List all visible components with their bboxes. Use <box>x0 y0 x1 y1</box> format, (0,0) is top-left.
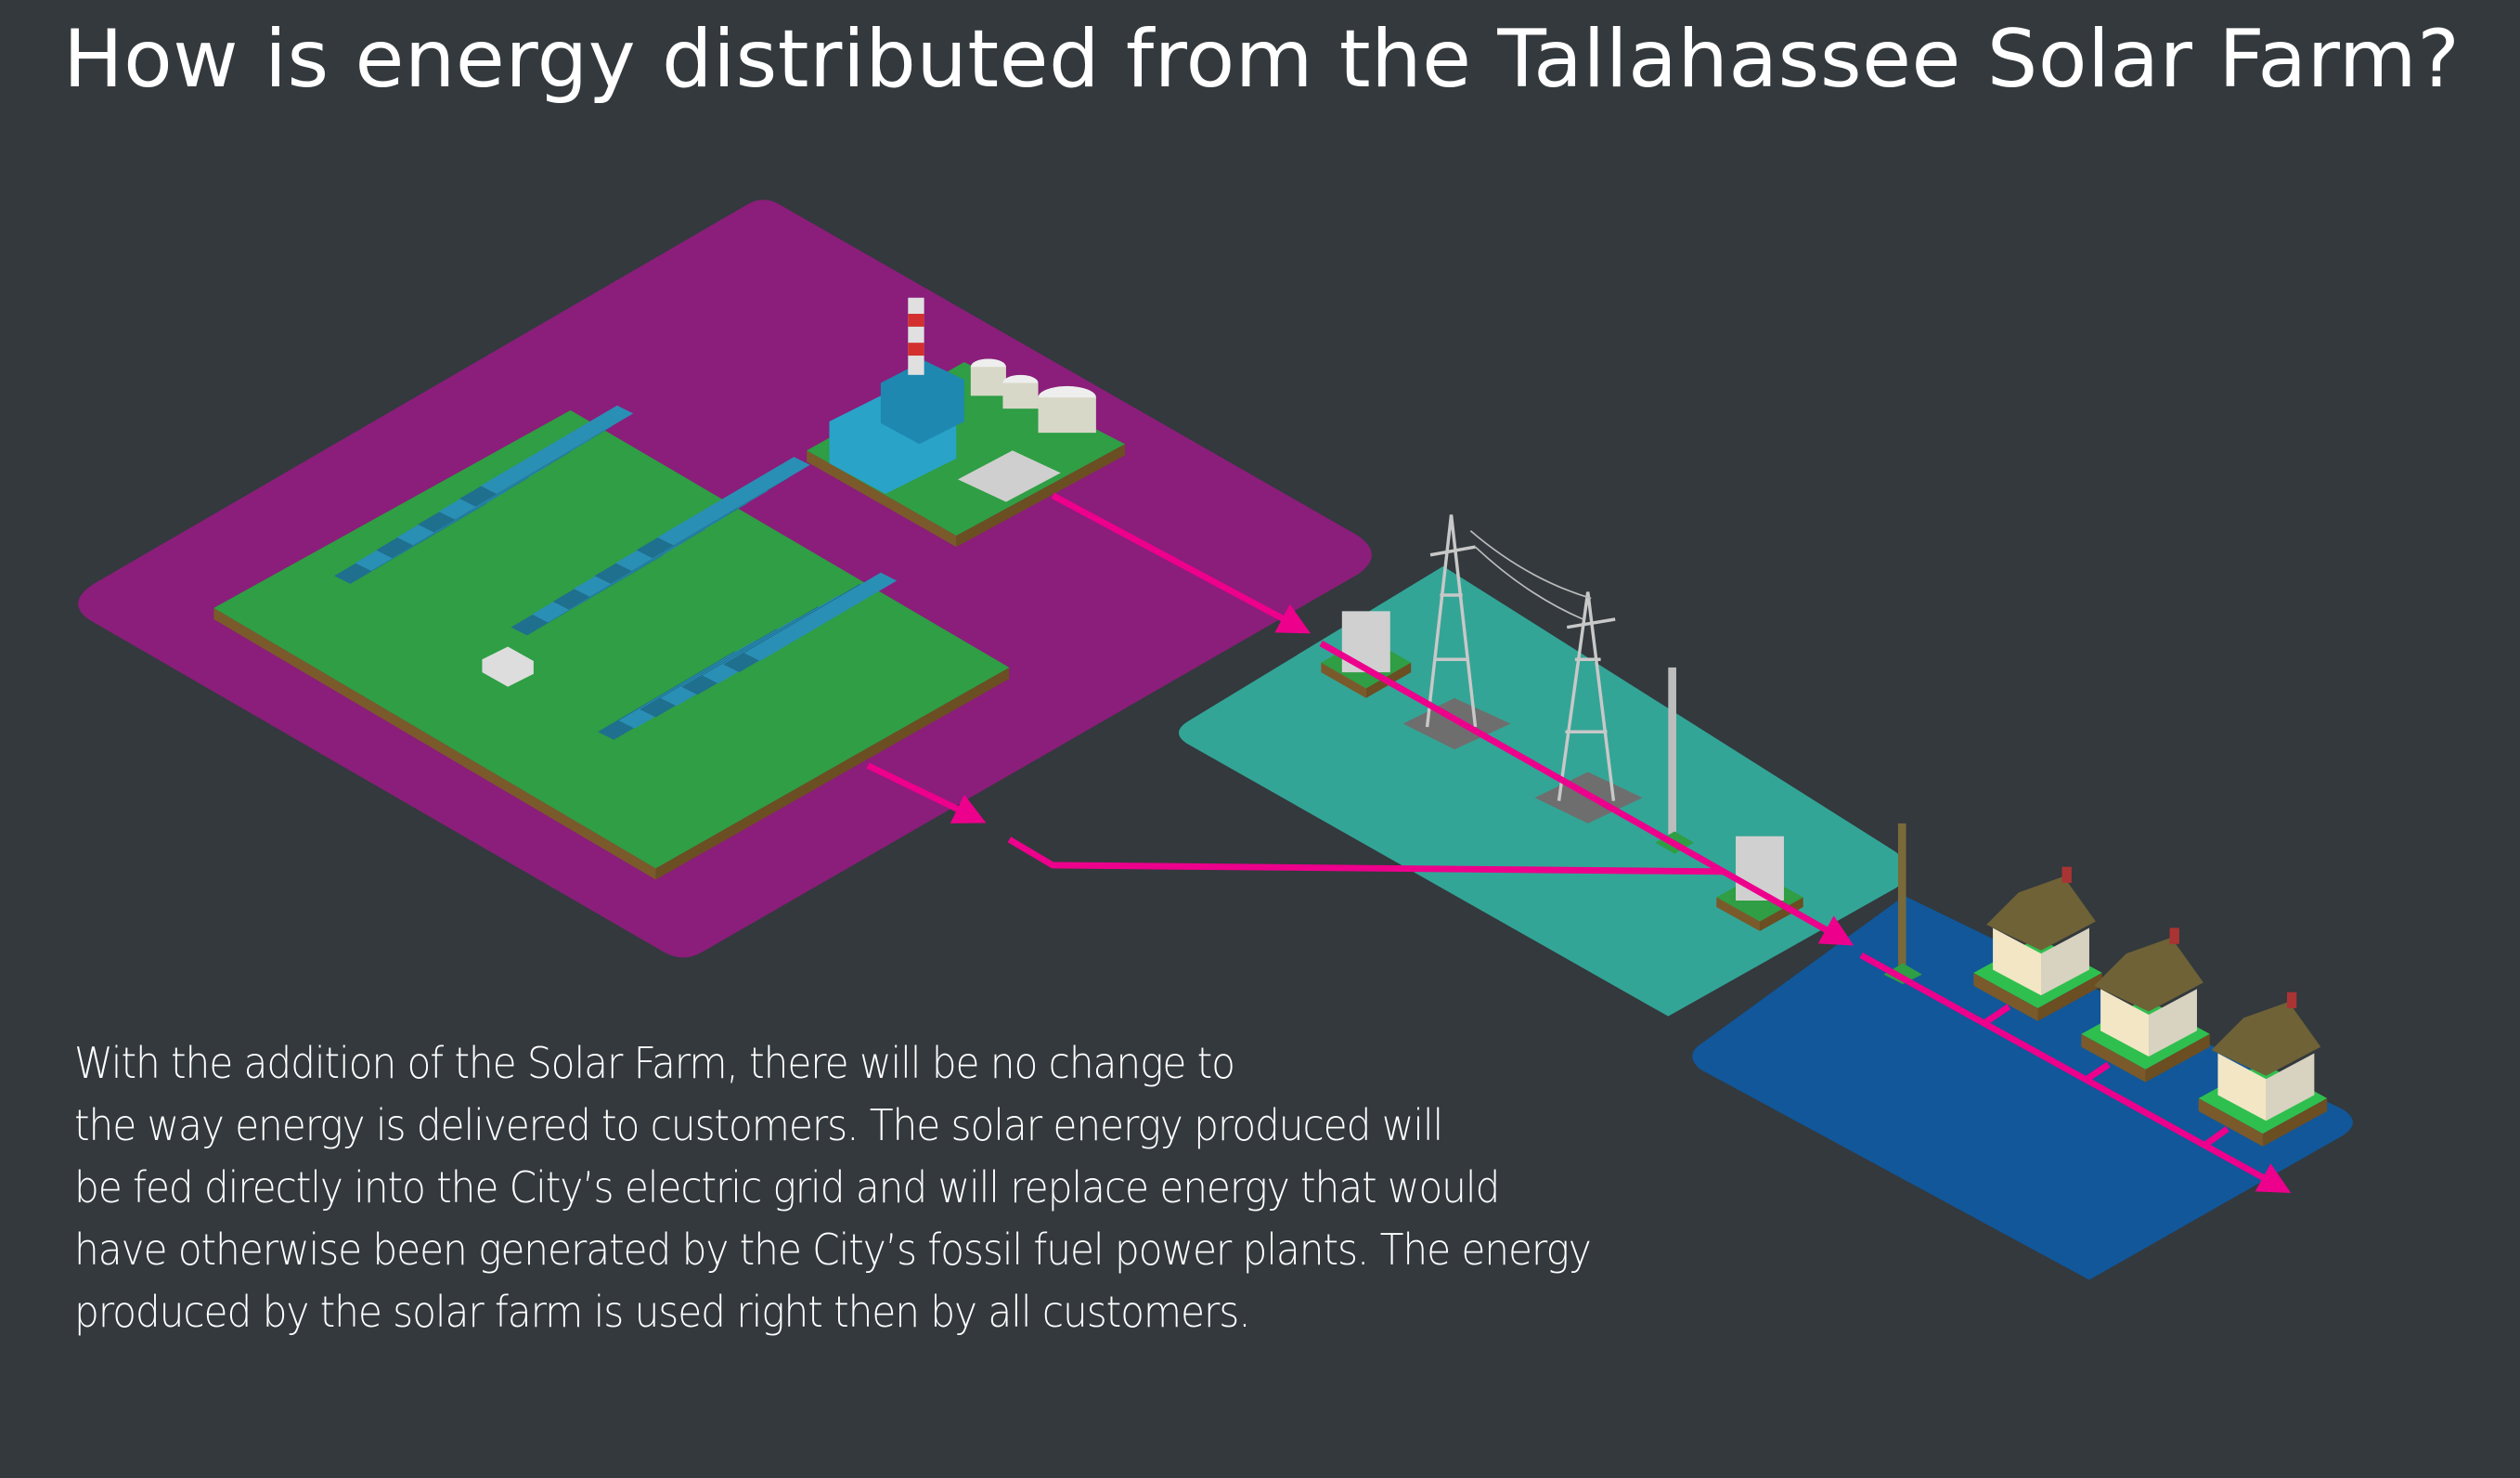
solar-panel <box>743 572 898 662</box>
house-icon <box>1973 866 2102 1021</box>
description-line: With the addition of the Solar Farm, the… <box>74 1038 1235 1088</box>
arrow-icon <box>1051 492 1312 634</box>
description-line: the way energy is delivered to customers… <box>74 1100 1443 1150</box>
arrow-icon <box>1319 640 1854 946</box>
solar-panel <box>657 457 810 546</box>
arrow-icon <box>1859 952 2292 1194</box>
solar-panel-array-icon <box>213 405 1010 880</box>
arrow-icon <box>1007 836 1724 875</box>
distribution-zone <box>1692 895 2353 1280</box>
solar-panel <box>480 405 634 494</box>
house-icon <box>2198 992 2328 1147</box>
page-title: How is energy distributed from the Talla… <box>63 13 2461 106</box>
transmission-zone <box>1178 565 1906 1017</box>
power-plant-icon <box>807 297 1126 548</box>
house-icon <box>2081 927 2210 1083</box>
description-line: be fed directly into the City’s electric… <box>74 1162 1500 1212</box>
utility-pole-icon <box>1883 823 1922 985</box>
description-text: With the addition of the Solar Farm, the… <box>74 1032 1592 1343</box>
energy-flow-arrows <box>866 492 2292 1194</box>
arrow-icon <box>866 762 987 823</box>
description-line: have otherwise been generated by the Cit… <box>74 1225 1592 1275</box>
description-line: produced by the solar farm is used right… <box>74 1287 1251 1337</box>
